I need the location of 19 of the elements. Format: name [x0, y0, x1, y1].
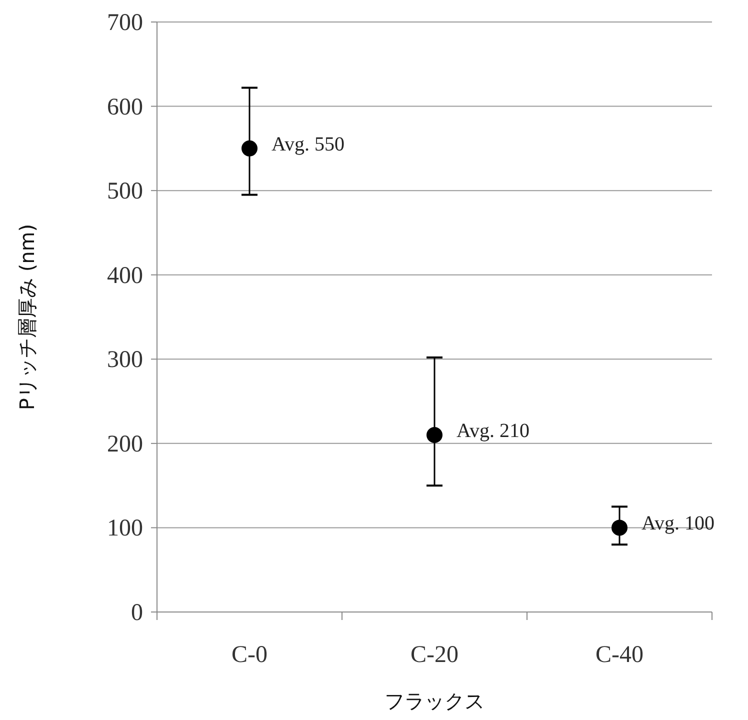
y-tick-label: 200: [107, 431, 143, 458]
y-tick-label: 300: [107, 347, 143, 374]
x-axis-title: フラックス: [384, 689, 484, 713]
y-tick-label: 100: [107, 516, 143, 542]
point: [612, 520, 628, 536]
y-tick-label: 0: [131, 600, 143, 626]
x-tick-label: C-40: [596, 642, 644, 668]
x-tick-label: C-20: [410, 642, 458, 668]
point: [242, 140, 258, 156]
y-tick-label: 400: [107, 262, 143, 289]
y-tick-label: 600: [107, 94, 143, 120]
annotation: Avg. 550: [272, 133, 344, 156]
annotation: Avg. 210: [456, 420, 530, 442]
y-tick-label: 700: [107, 10, 143, 36]
y-tick-label: 500: [107, 178, 143, 205]
annotation: Avg. 100: [642, 512, 714, 535]
x-tick-label: C-0: [232, 642, 268, 668]
point: [426, 427, 442, 443]
y-axis-title: Pリッチ層厚み (nm): [15, 224, 39, 410]
